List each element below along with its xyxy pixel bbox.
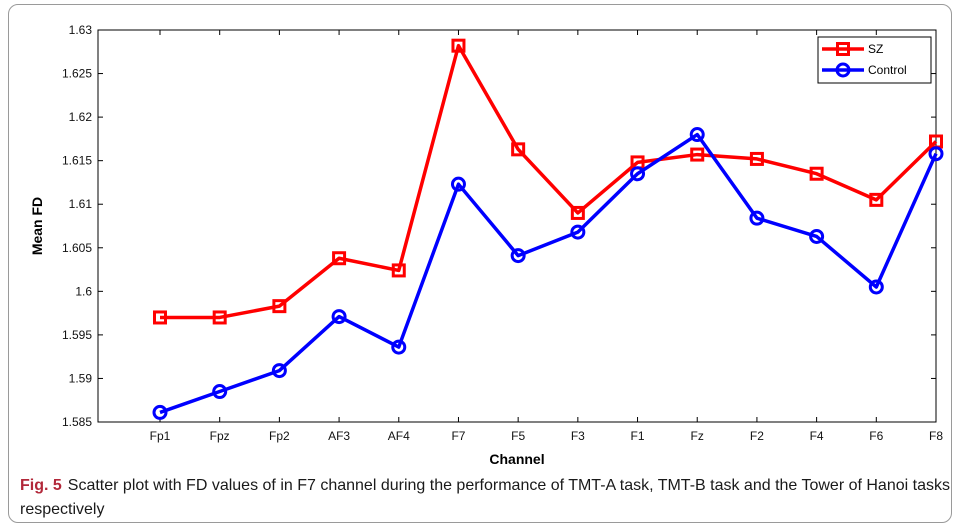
- x-tick-label: Fpz: [210, 429, 230, 443]
- y-tick-label: 1.59: [69, 371, 93, 385]
- series-line-sz: [160, 43, 938, 320]
- y-tick-label: 1.6: [75, 284, 92, 298]
- x-tick-label: AF4: [388, 429, 410, 443]
- legend-label-control: Control: [868, 63, 907, 77]
- y-tick-label: 1.615: [62, 154, 92, 168]
- x-tick-label: Fp2: [269, 429, 290, 443]
- point-sz: [749, 151, 764, 166]
- x-tick-label: F7: [451, 429, 465, 443]
- point-legend-sz: [836, 42, 850, 56]
- x-tick-label: F6: [869, 429, 883, 443]
- point-control: [331, 309, 347, 325]
- point-sz: [809, 166, 824, 181]
- point-sz: [869, 192, 884, 207]
- point-sz: [391, 263, 406, 278]
- figure-frame: [8, 4, 952, 523]
- figure-label: Fig. 5: [20, 477, 62, 494]
- legend-label-sz: SZ: [868, 42, 883, 56]
- point-sz: [153, 310, 167, 325]
- point-sz: [690, 147, 705, 162]
- y-tick-label: 1.595: [62, 328, 92, 342]
- y-tick-label: 1.585: [62, 415, 92, 429]
- series-line-control: [159, 132, 938, 415]
- x-tick-label: F8: [929, 429, 943, 443]
- x-tick-label: AF3: [328, 429, 350, 443]
- point-control: [809, 228, 825, 244]
- x-tick-label: F5: [511, 429, 525, 443]
- plot-area: [97, 29, 937, 423]
- x-tick-label: Fp1: [150, 429, 171, 443]
- legend-item-control: Control: [822, 62, 907, 78]
- point-control: [152, 404, 168, 420]
- series-control: [152, 127, 944, 420]
- x-tick-label: F1: [631, 429, 645, 443]
- point-sz: [212, 310, 227, 325]
- point-control: [630, 166, 646, 182]
- y-axis-title: Mean FD: [29, 197, 45, 255]
- series-sz: [153, 38, 943, 325]
- point-control: [510, 248, 526, 264]
- y-tick-label: 1.62: [69, 110, 93, 124]
- point-control: [570, 224, 586, 240]
- y-tick-label: 1.63: [69, 23, 93, 37]
- line-chart: 1.585 1.59 1.595 1.6 1.605 1.61 1.615 1.62 1.625…: [29, 23, 944, 467]
- point-sz: [570, 205, 585, 220]
- y-tick-label: 1.61: [69, 197, 93, 211]
- y-tick-label: 1.605: [62, 241, 92, 255]
- point-control: [212, 384, 228, 400]
- x-tick-label: F3: [571, 429, 585, 443]
- x-axis: Fp1 Fpz Fp2 AF3 AF4 F7 F5 F3 F1 Fz F2 F4 F6 F8: [150, 30, 943, 443]
- point-sz: [451, 38, 466, 53]
- point-control: [749, 210, 765, 226]
- series-layer: [152, 38, 944, 420]
- point-sz: [511, 142, 526, 157]
- x-tick-label: F2: [750, 429, 764, 443]
- point-control: [391, 339, 407, 355]
- figure-caption: Fig. 5 Scatter plot with FD values of in …: [20, 474, 950, 522]
- caption-text: Scatter plot with FD values of in F7 cha…: [20, 477, 950, 518]
- point-control: [271, 363, 287, 379]
- point-legend-control: [835, 62, 851, 78]
- point-control: [689, 127, 705, 143]
- x-tick-label: F4: [810, 429, 824, 443]
- x-axis-title: Channel: [489, 451, 544, 467]
- point-control: [450, 176, 466, 192]
- x-tick-label: Fz: [691, 429, 704, 443]
- point-sz: [272, 299, 287, 314]
- point-control: [868, 279, 884, 295]
- point-control: [928, 146, 944, 162]
- y-tick-label: 1.625: [62, 67, 92, 81]
- legend-item-sz: SZ: [822, 42, 883, 56]
- y-axis: 1.585 1.59 1.595 1.6 1.605 1.61 1.615 1.62 1.625…: [62, 23, 936, 429]
- point-sz: [332, 251, 347, 266]
- legend: SZ Control: [817, 36, 932, 84]
